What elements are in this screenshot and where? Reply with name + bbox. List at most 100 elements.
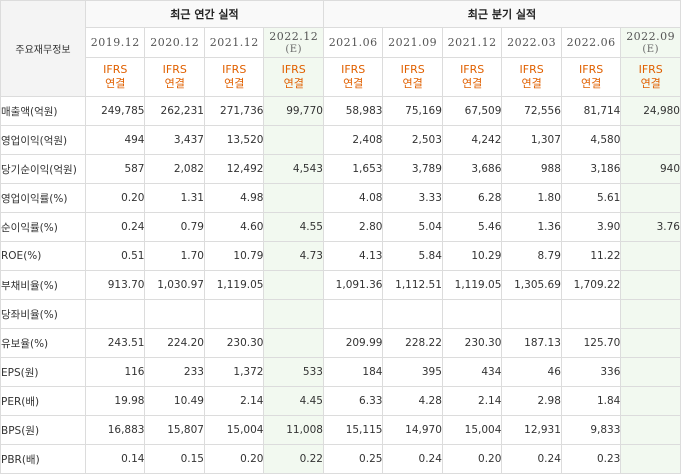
value-cell: 46: [501, 357, 562, 387]
value-cell: 58,983: [322, 96, 384, 126]
table-row: 매출액(억원) 249,785 262,231 271,736 99,770 58,983…: [0, 96, 681, 126]
consolidated-label: 연결: [105, 77, 126, 90]
table-row: 유보율(%) 243.51 224.20 230.30 209.99 228.22 230.…: [0, 328, 681, 358]
value-cell: [322, 299, 384, 329]
value-cell: 5.46: [441, 212, 503, 242]
value-cell: 2,082: [144, 154, 205, 184]
value-cell: 1,305.69: [501, 270, 562, 300]
value-cell: 940: [620, 154, 681, 184]
value-cell: 209.99: [322, 328, 384, 358]
value-cell: 494: [84, 125, 146, 155]
value-cell: 11,008: [263, 415, 324, 445]
period-header: 2021.12: [441, 27, 503, 58]
row-label: 당기순이익(억원): [0, 154, 86, 184]
value-cell: 3,686: [441, 154, 503, 184]
value-cell: 1.80: [501, 183, 562, 213]
period-label: 2020.12: [150, 36, 200, 49]
row-label: 매출액(억원): [0, 96, 86, 126]
value-cell: 4.60: [203, 212, 265, 242]
value-cell: 1,653: [322, 154, 384, 184]
value-cell: [382, 299, 443, 329]
value-cell: 11.22: [560, 241, 622, 271]
value-cell: 14,970: [382, 415, 443, 445]
value-cell: 2.98: [501, 386, 562, 416]
consolidated-label: 연결: [402, 77, 423, 90]
value-cell: 12,931: [501, 415, 562, 445]
value-cell: 10.49: [144, 386, 205, 416]
value-cell: 2.14: [441, 386, 503, 416]
value-cell: 913.70: [84, 270, 146, 300]
ifrs-label: IFRS: [341, 63, 366, 76]
value-cell: 1,030.97: [144, 270, 205, 300]
value-cell: 1,372: [203, 357, 265, 387]
period-label: 2021.09: [388, 36, 438, 49]
value-cell: [620, 415, 681, 445]
period-header: 2022.12 (E): [263, 27, 324, 58]
table-row: 영업이익률(%) 0.20 1.31 4.98 4.08 3.33 6.28 1.80 5.61: [0, 183, 681, 213]
value-cell: 81,714: [560, 96, 622, 126]
row-label: 유보율(%): [0, 328, 86, 358]
value-cell: [620, 241, 681, 271]
accounting-standard-header: IFRS 연결: [203, 57, 265, 97]
value-cell: 4,543: [263, 154, 324, 184]
value-cell: 0.51: [84, 241, 146, 271]
ifrs-label: IFRS: [103, 63, 128, 76]
value-cell: 262,231: [144, 96, 205, 126]
accounting-standard-header: IFRS 연결: [84, 57, 146, 97]
row-label: 당좌비율(%): [0, 299, 86, 329]
value-cell: 1,119.05: [203, 270, 265, 300]
period-label: 2022.12: [269, 29, 319, 43]
annual-group-header: 최근 연간 실적: [85, 0, 324, 28]
value-cell: 271,736: [203, 96, 265, 126]
value-cell: 6.28: [441, 183, 503, 213]
value-cell: 15,115: [322, 415, 384, 445]
value-cell: 24,980: [620, 96, 681, 126]
value-cell: 0.15: [144, 444, 205, 474]
value-cell: 125.70: [560, 328, 622, 358]
value-cell: 0.20: [203, 444, 265, 474]
value-cell: 1.84: [560, 386, 622, 416]
value-cell: 3,789: [382, 154, 443, 184]
value-cell: 4.73: [263, 241, 324, 271]
accounting-standard-header: IFRS 연결: [144, 57, 205, 97]
value-cell: 1,091.36: [322, 270, 384, 300]
value-cell: 116: [84, 357, 146, 387]
value-cell: 15,807: [144, 415, 205, 445]
consolidated-label: 연결: [343, 77, 364, 90]
value-cell: 228.22: [382, 328, 443, 358]
period-label: 2021.12: [447, 36, 497, 49]
value-cell: 9,833: [560, 415, 622, 445]
value-cell: 5.84: [382, 241, 443, 271]
value-cell: 988: [501, 154, 562, 184]
consolidated-label: 연결: [164, 77, 185, 90]
value-cell: 0.20: [441, 444, 503, 474]
value-cell: 19.98: [84, 386, 146, 416]
value-cell: 233: [144, 357, 205, 387]
ifrs-label: IFRS: [281, 63, 306, 76]
value-cell: [560, 299, 622, 329]
value-cell: 243.51: [84, 328, 146, 358]
value-cell: 13,520: [203, 125, 265, 155]
value-cell: 0.79: [144, 212, 205, 242]
value-cell: 187.13: [501, 328, 562, 358]
table-row: 당기순이익(억원) 587 2,082 12,492 4,543 1,653 3,789 3,…: [0, 154, 681, 184]
row-label: 부채비율(%): [0, 270, 86, 300]
value-cell: [263, 183, 324, 213]
value-cell: [620, 183, 681, 213]
table-row: ROE(%) 0.51 1.70 10.79 4.73 4.13 5.84 10.29 8.79…: [0, 241, 681, 271]
period-header: 2022.06: [560, 27, 622, 58]
value-cell: 4,580: [560, 125, 622, 155]
value-cell: 2,408: [322, 125, 384, 155]
value-cell: 1.70: [144, 241, 205, 271]
period-header: 2021.06: [322, 27, 384, 58]
period-header: 2021.12: [203, 27, 265, 58]
value-cell: 1.31: [144, 183, 205, 213]
period-label: 2022.03: [507, 36, 557, 49]
value-cell: 395: [382, 357, 443, 387]
value-cell: [501, 299, 562, 329]
value-cell: 10.29: [441, 241, 503, 271]
value-cell: 3,186: [560, 154, 622, 184]
value-cell: [620, 299, 681, 329]
value-cell: 2.14: [203, 386, 265, 416]
value-cell: 533: [263, 357, 324, 387]
